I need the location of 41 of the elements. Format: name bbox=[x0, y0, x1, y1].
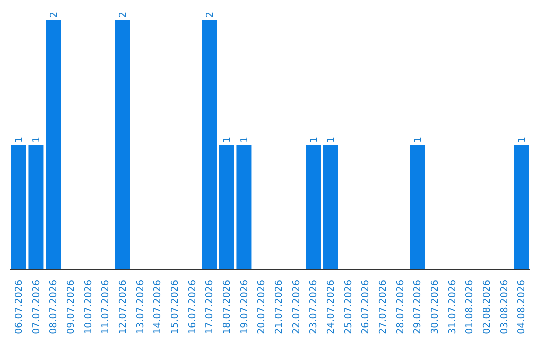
x-tick-label: 23.07.2026 bbox=[308, 280, 320, 334]
data-label: 1 bbox=[240, 136, 251, 143]
x-tick-label: 14.07.2026 bbox=[152, 280, 164, 334]
x-tick-label: 31.07.2026 bbox=[447, 280, 458, 334]
data-label: 2 bbox=[118, 12, 130, 18]
x-tick-label: 28.07.2026 bbox=[395, 280, 406, 334]
x-tick-label: 10.07.2026 bbox=[83, 280, 94, 334]
data-label: 2 bbox=[204, 12, 216, 18]
x-tick-label: 02.08.2026 bbox=[482, 280, 493, 334]
x-tick-label: 24.07.2026 bbox=[326, 280, 337, 334]
x-tick-label: 11.07.2026 bbox=[100, 280, 112, 334]
data-label: 1 bbox=[308, 136, 320, 143]
x-tick-label: 12.07.2026 bbox=[118, 280, 129, 334]
x-tick-label: 17.07.2026 bbox=[204, 280, 216, 334]
x-tick-label: 06.07.2026 bbox=[14, 280, 25, 334]
x-tick-label: 16.07.2026 bbox=[187, 280, 198, 334]
data-label: 1 bbox=[14, 136, 26, 143]
data-label: 1 bbox=[326, 136, 338, 143]
data-label: 1 bbox=[222, 136, 234, 143]
data-label: 2 bbox=[48, 12, 60, 18]
x-tick-label: 13.07.2026 bbox=[135, 280, 146, 334]
x-tick-label: 25.07.2026 bbox=[343, 280, 354, 334]
x-tick-label: 03.08.2026 bbox=[499, 280, 510, 334]
x-tick-label: 26.07.2026 bbox=[360, 280, 372, 334]
x-tick-label: 19.07.2026 bbox=[239, 280, 250, 334]
x-tick-label: 29.07.2026 bbox=[412, 280, 424, 334]
x-tick-label: 07.07.2026 bbox=[31, 280, 42, 334]
x-tick-label: 21.07.2026 bbox=[274, 280, 285, 334]
x-tick-label: 18.07.2026 bbox=[222, 280, 233, 334]
x-tick-label: 09.07.2026 bbox=[66, 280, 77, 334]
x-tick-label: 04.08.2026 bbox=[516, 280, 528, 334]
data-label: 1 bbox=[32, 136, 43, 143]
x-tick-label: 20.07.2026 bbox=[256, 280, 268, 334]
x-tick-label: 08.07.2026 bbox=[48, 280, 60, 334]
x-tick-label: 01.08.2026 bbox=[464, 280, 476, 334]
data-label: 1 bbox=[412, 136, 424, 143]
data-label: 1 bbox=[516, 136, 528, 143]
x-tick-label: 27.07.2026 bbox=[378, 280, 389, 334]
x-tick-label: 22.07.2026 bbox=[291, 280, 302, 334]
x-tick-label: 15.07.2026 bbox=[170, 280, 181, 334]
x-tick-label: 30.07.2026 bbox=[430, 280, 441, 334]
